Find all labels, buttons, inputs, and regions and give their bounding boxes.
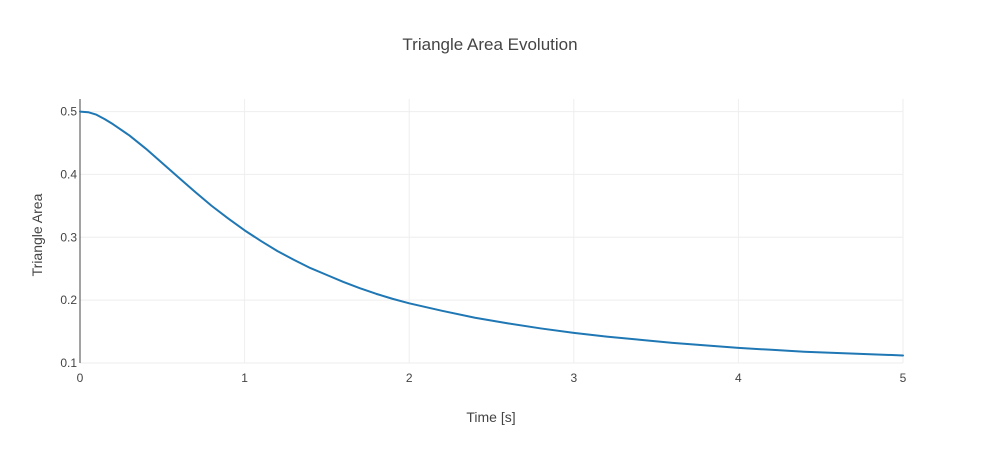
x-tick-label: 4 bbox=[735, 371, 742, 385]
tick-labels: 0 1 2 3 4 5 0.1 0.2 0.3 0.4 0.5 bbox=[60, 105, 906, 385]
x-tick-label: 5 bbox=[900, 371, 907, 385]
y-axis-title: Triangle Area bbox=[29, 193, 45, 276]
grid bbox=[80, 99, 904, 364]
x-tick-label: 0 bbox=[77, 371, 84, 385]
y-tick-label: 0.5 bbox=[60, 105, 77, 119]
x-tick-label: 2 bbox=[406, 371, 413, 385]
y-tick-label: 0.3 bbox=[60, 230, 77, 244]
y-tick-label: 0.4 bbox=[60, 167, 77, 181]
series-group bbox=[79, 110, 904, 357]
series-line bbox=[79, 110, 904, 357]
x-axis-title: Time [s] bbox=[466, 409, 515, 425]
y-tick-label: 0.2 bbox=[60, 293, 77, 307]
y-tick-label: 0.1 bbox=[60, 356, 77, 370]
x-tick-label: 3 bbox=[570, 371, 577, 385]
chart-title: Triangle Area Evolution bbox=[402, 35, 577, 54]
x-tick-label: 1 bbox=[241, 371, 248, 385]
